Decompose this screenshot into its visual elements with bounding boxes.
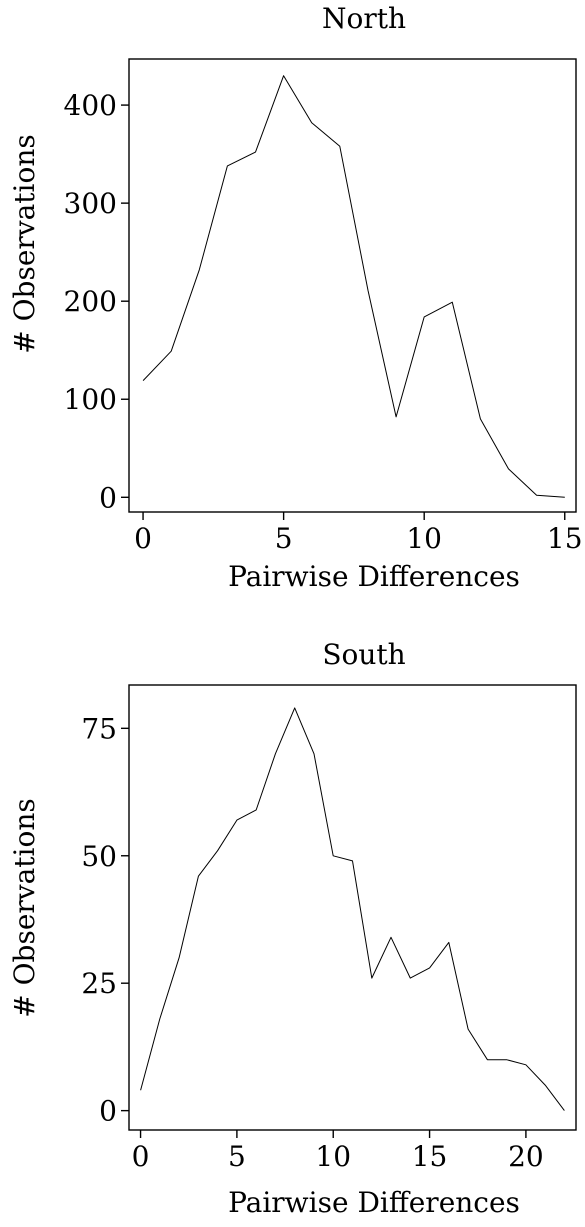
- y-tick-label: 100: [64, 383, 117, 416]
- x-axis-label: Pairwise Differences: [228, 1186, 520, 1219]
- y-tick-label: 200: [64, 285, 117, 318]
- y-tick-label: 25: [81, 967, 117, 1000]
- series-line: [140, 707, 565, 1111]
- x-axis: 0 5 10 15: [134, 512, 583, 555]
- plot-frame: [128, 684, 577, 1131]
- x-tick-label: 20: [508, 1140, 544, 1173]
- x-tick-label: 10: [406, 522, 442, 555]
- y-tick-label: 300: [64, 187, 117, 220]
- x-tick-label: 10: [315, 1140, 351, 1173]
- x-tick-label: 0: [132, 1140, 150, 1173]
- y-axis: 0 25 50 75: [81, 712, 129, 1128]
- series-path: [142, 75, 565, 498]
- y-tick-label: 0: [99, 481, 117, 514]
- y-tick-label: 75: [81, 712, 117, 745]
- x-tick-label: 0: [134, 522, 152, 555]
- y-tick-label: 50: [81, 840, 117, 873]
- x-axis: 0 5 10 15 20: [132, 1130, 544, 1173]
- y-tick-label: 400: [64, 89, 117, 122]
- x-tick-label: 15: [412, 1140, 448, 1173]
- series-line: [142, 75, 565, 498]
- series-path: [140, 707, 565, 1111]
- x-tick-label: 15: [547, 522, 583, 555]
- x-tick-label: 5: [275, 522, 293, 555]
- x-tick-label: 5: [228, 1140, 246, 1173]
- x-axis-label: Pairwise Differences: [228, 560, 520, 593]
- y-axis-label: # Observations: [8, 798, 41, 1018]
- y-axis: 0 100 200 300 400: [64, 89, 129, 514]
- chart-title: North: [322, 2, 406, 35]
- chart-south: South 0 5 10 15 20 0 25 50 75 Pairwise Differen…: [8, 638, 577, 1219]
- y-tick-label: 0: [99, 1095, 117, 1128]
- chart-title: South: [322, 638, 405, 671]
- plot-frame: [128, 58, 577, 513]
- y-axis-label: # Observations: [8, 134, 41, 354]
- chart-north: North 0 5 10 15 0 100 200 300 400 Pairwise Diff…: [8, 2, 583, 593]
